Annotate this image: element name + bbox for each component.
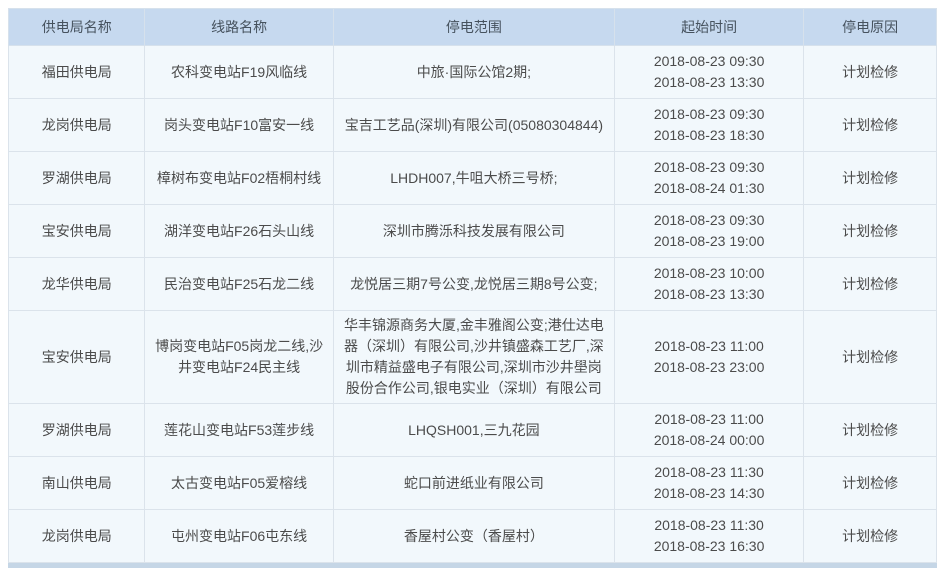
time-start: 2018-08-23 11:30 — [654, 517, 764, 533]
cell-reason: 计划检修 — [803, 509, 937, 563]
table-header: 供电局名称 线路名称 停电范围 起始时间 停电原因 — [7, 8, 937, 46]
table-body: 福田供电局 农科变电站F19风临线 中旅·国际公馆2期; 2018-08-23 … — [7, 45, 937, 563]
cell-line: 岗头变电站F10富安一线 — [144, 98, 334, 152]
time-end: 2018-08-24 01:30 — [653, 180, 765, 196]
time-end: 2018-08-23 18:30 — [653, 127, 765, 143]
cell-reason: 计划检修 — [803, 403, 937, 457]
cell-time: 2018-08-23 09:30 2018-08-24 01:30 — [613, 151, 805, 205]
time-end: 2018-08-23 14:30 — [653, 485, 765, 501]
time-start: 2018-08-23 09:30 — [653, 159, 765, 175]
cell-bureau: 罗湖供电局 — [7, 403, 146, 457]
table-row: 龙岗供电局 岗头变电站F10富安一线 宝吉工艺品(深圳)有限公司(0508030… — [7, 98, 937, 152]
cell-bureau: 龙华供电局 — [7, 257, 146, 311]
power-outage-table: 供电局名称 线路名称 停电范围 起始时间 停电原因 福田供电局 农科变电站F19… — [7, 8, 937, 563]
cell-scope: 宝吉工艺品(深圳)有限公司(05080304844) — [332, 98, 615, 152]
column-header-time: 起始时间 — [613, 8, 805, 46]
time-start: 2018-08-23 10:00 — [653, 265, 765, 281]
cell-scope: 龙悦居三期7号公变,龙悦居三期8号公变; — [332, 257, 615, 311]
cell-scope: 蛇口前进纸业有限公司 — [332, 456, 615, 510]
column-header-scope: 停电范围 — [332, 8, 615, 46]
time-start: 2018-08-23 09:30 — [653, 106, 765, 122]
table-row: 龙岗供电局 屯州变电站F06屯东线 香屋村公变（香屋村） 2018-08-23 … — [7, 509, 937, 563]
cell-reason: 计划检修 — [803, 98, 937, 152]
cell-line: 樟树布变电站F02梧桐村线 — [144, 151, 334, 205]
table-row: 龙华供电局 民治变电站F25石龙二线 龙悦居三期7号公变,龙悦居三期8号公变; … — [7, 257, 937, 311]
table-row: 宝安供电局 湖洋变电站F26石头山线 深圳市腾泺科技发展有限公司 2018-08… — [7, 204, 937, 258]
cell-reason: 计划检修 — [803, 204, 937, 258]
cell-bureau: 南山供电局 — [7, 456, 146, 510]
cell-time: 2018-08-23 11:00 2018-08-23 23:00 — [613, 310, 805, 404]
cell-reason: 计划检修 — [803, 45, 937, 99]
cell-time: 2018-08-23 10:00 2018-08-23 13:30 — [613, 257, 805, 311]
cell-line: 湖洋变电站F26石头山线 — [144, 204, 334, 258]
time-start: 2018-08-23 11:00 — [654, 338, 764, 354]
cell-bureau: 龙岗供电局 — [7, 509, 146, 563]
column-header-line: 线路名称 — [144, 8, 334, 46]
cell-reason: 计划检修 — [803, 257, 937, 311]
time-end: 2018-08-23 16:30 — [653, 538, 765, 554]
cell-time: 2018-08-23 09:30 2018-08-23 18:30 — [613, 98, 805, 152]
table-row: 罗湖供电局 樟树布变电站F02梧桐村线 LHDH007,牛咀大桥三号桥; 201… — [7, 151, 937, 205]
cell-bureau: 龙岗供电局 — [7, 98, 146, 152]
cell-line: 博岗变电站F05岗龙二线,沙井变电站F24民主线 — [144, 310, 334, 404]
cell-time: 2018-08-23 11:00 2018-08-24 00:00 — [613, 403, 805, 457]
cell-time: 2018-08-23 09:30 2018-08-23 19:00 — [613, 204, 805, 258]
time-start: 2018-08-23 11:30 — [654, 464, 764, 480]
column-header-bureau: 供电局名称 — [7, 8, 146, 46]
cell-line: 屯州变电站F06屯东线 — [144, 509, 334, 563]
time-end: 2018-08-23 19:00 — [653, 233, 765, 249]
column-header-reason: 停电原因 — [803, 8, 937, 46]
cell-reason: 计划检修 — [803, 151, 937, 205]
table-row: 福田供电局 农科变电站F19风临线 中旅·国际公馆2期; 2018-08-23 … — [7, 45, 937, 99]
cell-line: 农科变电站F19风临线 — [144, 45, 334, 99]
cell-line: 莲花山变电站F53莲步线 — [144, 403, 334, 457]
cell-scope: LHDH007,牛咀大桥三号桥; — [332, 151, 615, 205]
outage-table-container: 供电局名称 线路名称 停电范围 起始时间 停电原因 福田供电局 农科变电站F19… — [7, 8, 937, 568]
time-start: 2018-08-23 09:30 — [653, 53, 765, 69]
cell-scope: 华丰锦源商务大厦,金丰雅阁公变;港仕达电器（深圳）有限公司,沙井镇盛森工艺厂,深… — [332, 310, 615, 404]
time-start: 2018-08-23 09:30 — [653, 212, 765, 228]
header-row: 供电局名称 线路名称 停电范围 起始时间 停电原因 — [7, 8, 937, 46]
cell-scope: 香屋村公变（香屋村） — [332, 509, 615, 563]
cell-bureau: 宝安供电局 — [7, 204, 146, 258]
time-end: 2018-08-23 13:30 — [653, 286, 765, 302]
table-row: 南山供电局 太古变电站F05爱榕线 蛇口前进纸业有限公司 2018-08-23 … — [7, 456, 937, 510]
time-start: 2018-08-23 11:00 — [654, 411, 764, 427]
time-end: 2018-08-23 23:00 — [653, 359, 765, 375]
cell-line: 太古变电站F05爱榕线 — [144, 456, 334, 510]
cell-bureau: 福田供电局 — [7, 45, 146, 99]
cell-time: 2018-08-23 11:30 2018-08-23 14:30 — [613, 456, 805, 510]
cell-scope: LHQSH001,三九花园 — [332, 403, 615, 457]
table-row: 宝安供电局 博岗变电站F05岗龙二线,沙井变电站F24民主线 华丰锦源商务大厦,… — [7, 310, 937, 404]
cell-line: 民治变电站F25石龙二线 — [144, 257, 334, 311]
cell-reason: 计划检修 — [803, 310, 937, 404]
time-end: 2018-08-24 00:00 — [653, 432, 765, 448]
table-row: 罗湖供电局 莲花山变电站F53莲步线 LHQSH001,三九花园 2018-08… — [7, 403, 937, 457]
cell-scope: 深圳市腾泺科技发展有限公司 — [332, 204, 615, 258]
cell-time: 2018-08-23 11:30 2018-08-23 16:30 — [613, 509, 805, 563]
cell-bureau: 宝安供电局 — [7, 310, 146, 404]
cell-bureau: 罗湖供电局 — [7, 151, 146, 205]
cell-time: 2018-08-23 09:30 2018-08-23 13:30 — [613, 45, 805, 99]
cell-reason: 计划检修 — [803, 456, 937, 510]
time-end: 2018-08-23 13:30 — [653, 74, 765, 90]
cell-scope: 中旅·国际公馆2期; — [332, 45, 615, 99]
